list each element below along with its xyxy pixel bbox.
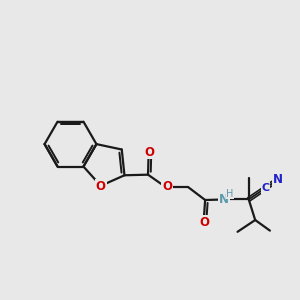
Text: C: C	[261, 183, 270, 193]
Text: N: N	[219, 193, 229, 206]
Text: H: H	[226, 188, 234, 199]
Text: O: O	[162, 180, 172, 193]
Text: O: O	[96, 180, 106, 193]
Text: O: O	[144, 146, 154, 158]
Text: N: N	[273, 173, 283, 186]
Text: O: O	[199, 216, 209, 229]
